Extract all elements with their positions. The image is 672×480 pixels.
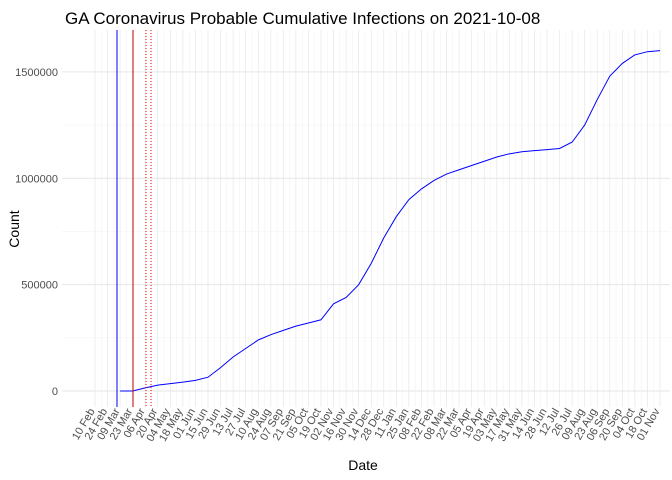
- x-axis-title: Date: [348, 457, 378, 473]
- grid: [62, 30, 670, 407]
- y-tick-label: 0: [52, 386, 58, 398]
- chart-title: GA Coronavirus Probable Cumulative Infec…: [65, 9, 540, 28]
- plot: [120, 50, 661, 392]
- data-line: [120, 50, 661, 392]
- y-tick-label: 1500000: [15, 67, 58, 79]
- y-axis-title: Count: [6, 210, 22, 247]
- y-tick-label: 1000000: [15, 173, 58, 185]
- y-tick-label: 500000: [21, 280, 58, 292]
